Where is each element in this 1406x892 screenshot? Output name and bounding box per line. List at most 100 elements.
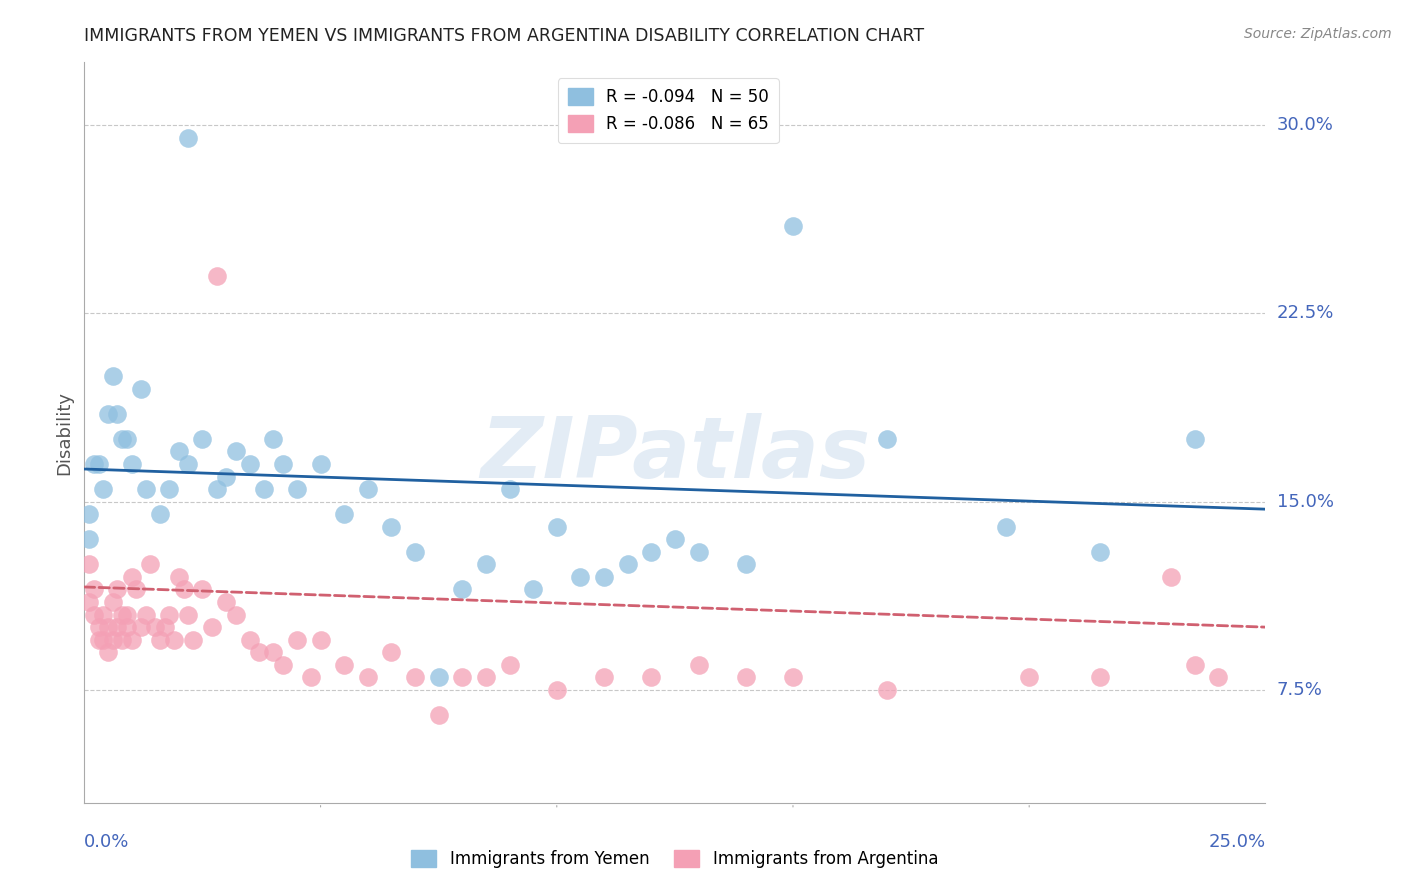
Point [125, 582, 148, 597]
Point [357, 482, 380, 496]
Point [77, 595, 100, 609]
Point [271, 657, 294, 672]
Y-axis label: Disability: Disability [55, 391, 73, 475]
Point [97, 620, 120, 634]
Point [173, 582, 195, 597]
Point [167, 444, 190, 458]
Point [253, 482, 276, 496]
Text: 0.0%: 0.0% [84, 833, 129, 851]
Point [87, 457, 110, 471]
Text: 30.0%: 30.0% [1277, 116, 1333, 134]
Point [191, 432, 214, 446]
Legend: R = -0.094   N = 50, R = -0.086   N = 65: R = -0.094 N = 50, R = -0.086 N = 65 [558, 78, 779, 143]
Point [451, 582, 474, 597]
Point [271, 457, 294, 471]
Point [167, 570, 190, 584]
Point [115, 620, 138, 634]
Point [1088, 545, 1111, 559]
Point [149, 507, 172, 521]
Point [285, 632, 308, 647]
Point [101, 632, 124, 647]
Point [451, 670, 474, 684]
Point [664, 533, 686, 547]
Point [225, 444, 247, 458]
Point [121, 570, 143, 584]
Text: 22.5%: 22.5% [1277, 304, 1334, 322]
Point [97, 645, 120, 659]
Point [734, 670, 756, 684]
Point [593, 670, 616, 684]
Point [87, 620, 110, 634]
Text: Source: ZipAtlas.com: Source: ZipAtlas.com [1244, 27, 1392, 41]
Point [309, 632, 332, 647]
Point [475, 558, 498, 572]
Point [157, 482, 180, 496]
Point [107, 407, 129, 421]
Point [143, 620, 166, 634]
Point [262, 645, 284, 659]
Point [215, 469, 238, 483]
Point [121, 632, 143, 647]
Point [640, 670, 662, 684]
Point [782, 219, 804, 233]
Point [239, 632, 262, 647]
Point [87, 632, 110, 647]
Point [205, 482, 228, 496]
Point [380, 520, 402, 534]
Point [569, 570, 592, 584]
Point [1184, 657, 1206, 672]
Text: 25.0%: 25.0% [1208, 833, 1265, 851]
Point [181, 632, 204, 647]
Point [1160, 570, 1182, 584]
Point [77, 533, 100, 547]
Point [380, 645, 402, 659]
Point [101, 369, 124, 384]
Point [1206, 670, 1229, 684]
Point [546, 520, 568, 534]
Point [77, 507, 100, 521]
Text: ZIPatlas: ZIPatlas [479, 413, 870, 496]
Point [522, 582, 544, 597]
Point [111, 432, 134, 446]
Point [177, 457, 200, 471]
Point [404, 670, 426, 684]
Point [157, 607, 180, 622]
Point [83, 457, 105, 471]
Point [640, 545, 662, 559]
Legend: Immigrants from Yemen, Immigrants from Argentina: Immigrants from Yemen, Immigrants from A… [405, 843, 945, 875]
Point [427, 670, 450, 684]
Point [404, 545, 426, 559]
Point [97, 407, 120, 421]
Point [876, 682, 898, 697]
Point [83, 582, 105, 597]
Point [357, 670, 380, 684]
Point [299, 670, 322, 684]
Point [285, 482, 308, 496]
Point [1184, 432, 1206, 446]
Point [247, 645, 270, 659]
Point [427, 708, 450, 723]
Point [205, 268, 228, 283]
Point [616, 558, 638, 572]
Point [1018, 670, 1040, 684]
Point [475, 670, 498, 684]
Point [121, 457, 143, 471]
Text: 15.0%: 15.0% [1277, 492, 1333, 510]
Point [546, 682, 568, 697]
Point [876, 432, 898, 446]
Point [215, 595, 238, 609]
Point [1088, 670, 1111, 684]
Point [498, 482, 520, 496]
Point [77, 558, 100, 572]
Point [309, 457, 332, 471]
Point [91, 607, 114, 622]
Point [177, 130, 200, 145]
Point [129, 382, 152, 396]
Point [239, 457, 262, 471]
Point [107, 582, 129, 597]
Point [498, 657, 520, 672]
Point [688, 545, 710, 559]
Point [101, 595, 124, 609]
Point [191, 582, 214, 597]
Point [201, 620, 224, 634]
